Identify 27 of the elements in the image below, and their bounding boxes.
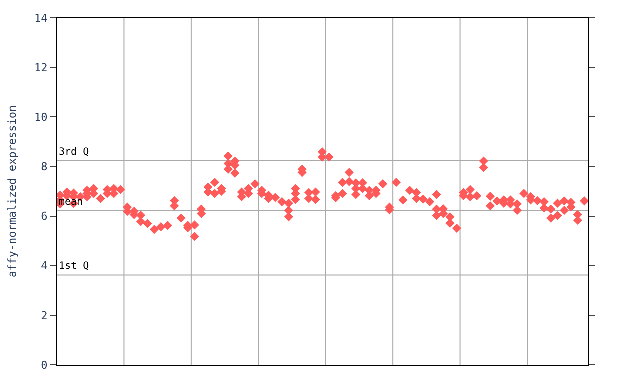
point [344,177,354,186]
point [210,189,220,198]
y-tick-label: 14 [34,12,48,25]
point [446,218,455,228]
y-tick-label: 2 [41,309,48,322]
ref-line-label: 3rd Q [59,147,90,158]
point [311,195,320,204]
point [512,206,522,216]
y-tick-label: 10 [34,110,48,124]
y-tick-label: 4 [41,260,48,273]
point [486,202,496,211]
point [284,212,294,222]
y-tick-label: 6 [41,210,48,224]
point [190,232,200,242]
point [546,214,556,223]
point [553,211,562,220]
ref-line-label: 1st Q [59,261,90,272]
ref-line-label: mean [59,197,84,208]
y-axis-title: affy-normalized expression [6,105,20,278]
point [136,217,146,226]
y-tick-label: 12 [34,61,48,74]
point [560,206,570,216]
point [466,192,475,202]
point [338,189,348,198]
y-tick-label: 8 [41,160,48,174]
y-tick-label: 0 [41,358,48,372]
point [230,168,240,178]
